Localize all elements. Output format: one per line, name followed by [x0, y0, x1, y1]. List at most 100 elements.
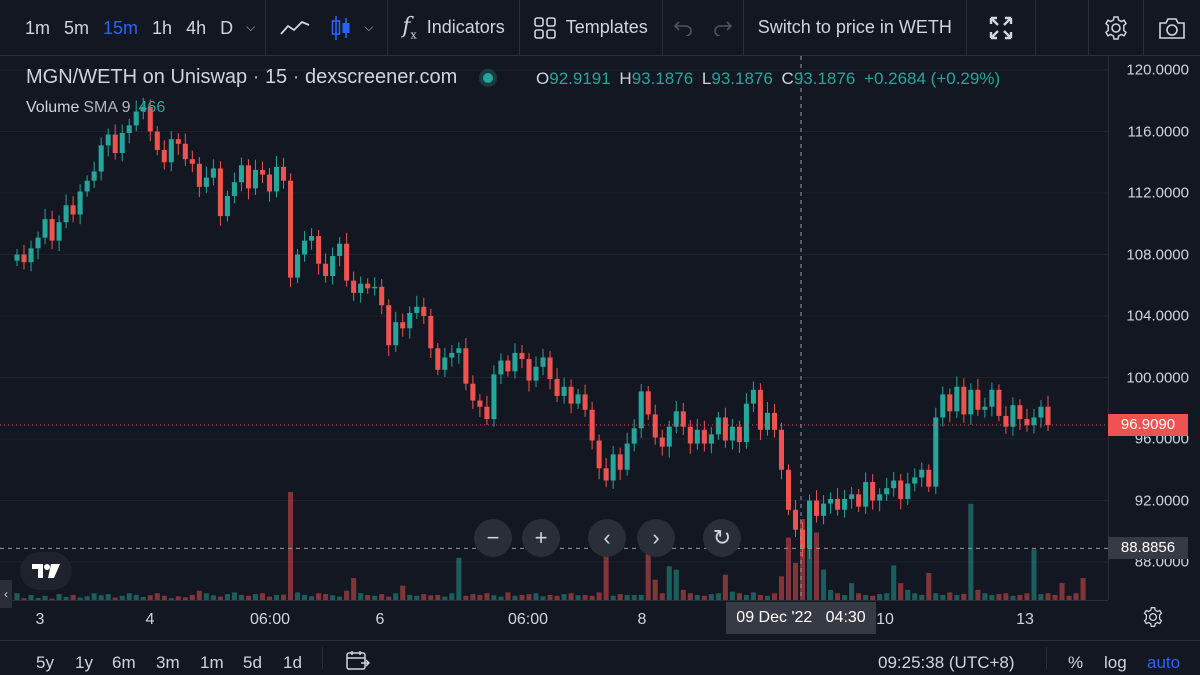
range-5d[interactable]: 5d: [243, 653, 262, 672]
volume-bar: [379, 594, 385, 600]
candle-body: [750, 389, 756, 404]
date-range-button[interactable]: [346, 650, 371, 675]
high-key: H: [619, 69, 632, 88]
volume-bar: [330, 595, 336, 600]
timeframe-5m[interactable]: 5m: [64, 17, 90, 38]
timeframe-d[interactable]: D: [220, 17, 234, 38]
candle-body: [295, 254, 301, 278]
range-3m[interactable]: 3m: [156, 653, 180, 672]
candle-body: [140, 106, 146, 112]
price-tick-label: 104.0000: [1126, 307, 1189, 325]
range-1m[interactable]: 1m: [200, 653, 224, 672]
scroll-right-button[interactable]: ›: [637, 519, 675, 557]
candle-body: [961, 386, 967, 415]
timeframe-dropdown-chevron-icon[interactable]: ⌵: [246, 20, 256, 34]
volume-bar: [722, 574, 728, 600]
indicators-button[interactable]: fx Indicators: [388, 0, 518, 56]
volume-bar: [42, 595, 48, 600]
candle-body: [358, 283, 364, 293]
volume-bar: [982, 593, 988, 600]
price-chart[interactable]: [0, 56, 1108, 600]
range-1d[interactable]: 1d: [283, 653, 302, 672]
volume-bar: [400, 585, 406, 600]
volume-bar: [309, 596, 315, 600]
volume-bar: [63, 596, 69, 600]
candle-body: [70, 205, 76, 215]
volume-bar: [596, 592, 602, 600]
volume-bar: [112, 597, 118, 600]
candle-body: [785, 469, 792, 510]
scroll-left-button[interactable]: ‹: [588, 519, 626, 557]
undo-button[interactable]: [663, 0, 703, 56]
settings-button[interactable]: [1089, 0, 1143, 56]
candle-body: [603, 468, 609, 481]
crosshair-time-label: 09 Dec '22 04:30: [726, 602, 876, 634]
timeframe-1h[interactable]: 1h: [152, 17, 173, 38]
time-axis-settings-button[interactable]: [1142, 606, 1164, 633]
redo-button[interactable]: [703, 0, 743, 56]
timeframe-4h[interactable]: 4h: [186, 17, 207, 38]
volume-bar: [266, 596, 273, 600]
zoom-out-button[interactable]: −: [474, 519, 512, 557]
chevron-right-icon: ›: [652, 525, 660, 550]
screenshot-button[interactable]: [1144, 0, 1200, 56]
candle-body: [842, 498, 848, 510]
reset-chart-button[interactable]: ↻: [703, 519, 741, 557]
volume-bar: [189, 594, 195, 600]
candle-body: [807, 500, 813, 549]
candle-body: [610, 454, 616, 481]
range-5y[interactable]: 5y: [36, 653, 54, 672]
candle-body: [266, 174, 273, 192]
volume-bar: [610, 595, 616, 600]
volume-bar: [1052, 594, 1058, 600]
candle-body: [792, 509, 799, 530]
candle-body: [224, 196, 230, 217]
volume-bar: [568, 593, 574, 600]
volume-bar: [954, 594, 960, 600]
line-chart-type-button[interactable]: [266, 0, 324, 56]
timeframe-15m[interactable]: 15m: [103, 17, 139, 38]
timeframe-1m[interactable]: 1m: [25, 17, 51, 38]
time-tick-label: 3: [35, 611, 45, 628]
time-axis[interactable]: 3 4 06:00 6 06:00 8 10 13: [0, 600, 1108, 639]
volume-bar: [926, 573, 932, 600]
fullscreen-button[interactable]: [967, 0, 1035, 56]
calendar-range-icon: [346, 651, 371, 670]
candle-body: [519, 352, 525, 360]
range-1y[interactable]: 1y: [75, 653, 93, 672]
log-scale-toggle[interactable]: log: [1104, 653, 1127, 672]
volume-bar: [898, 583, 904, 600]
candle-body: [147, 106, 153, 132]
candle-body: [231, 182, 237, 197]
collapse-sidebar-button[interactable]: ‹: [0, 580, 12, 608]
volume-bar: [91, 593, 97, 600]
candle-body: [414, 306, 420, 313]
candle-body: [98, 145, 104, 172]
undo-icon: [673, 20, 692, 36]
time-tick-label: 06:00: [249, 611, 291, 628]
templates-button[interactable]: Templates: [520, 0, 662, 56]
auto-scale-toggle[interactable]: auto: [1147, 653, 1181, 672]
candles-chart-type-button[interactable]: [324, 0, 358, 56]
price-axis[interactable]: 120.0000 116.0000 112.0000 108.0000 104.0000…: [1108, 56, 1200, 600]
percent-scale-toggle[interactable]: %: [1068, 653, 1084, 672]
redo-icon: [714, 20, 732, 36]
candle-body: [154, 131, 160, 150]
reset-icon: ↻: [712, 525, 732, 550]
top-toolbar: 1m 5m 15m 1h 4h D ⌵ ⌵ fx Indicators Temp…: [0, 0, 1200, 56]
zoom-in-button[interactable]: +: [522, 519, 560, 557]
chart-type-chevron-icon[interactable]: ⌵: [364, 20, 374, 34]
templates-grid-icon: [533, 16, 556, 39]
high-value: 93.1876: [631, 69, 694, 88]
candle-body: [778, 429, 785, 470]
range-6m[interactable]: 6m: [112, 653, 136, 672]
switch-price-button[interactable]: Switch to price in WETH: [744, 0, 966, 56]
timezone-clock[interactable]: 09:25:38 (UTC+8): [878, 653, 1015, 672]
volume-bar: [323, 594, 329, 600]
volume-bar: [743, 594, 749, 600]
volume-bar: [799, 519, 806, 600]
candle-body: [56, 222, 62, 241]
tradingview-logo-icon: [32, 564, 60, 578]
tradingview-logo[interactable]: [20, 552, 72, 590]
price-tick-label: 120.0000: [1126, 61, 1189, 79]
